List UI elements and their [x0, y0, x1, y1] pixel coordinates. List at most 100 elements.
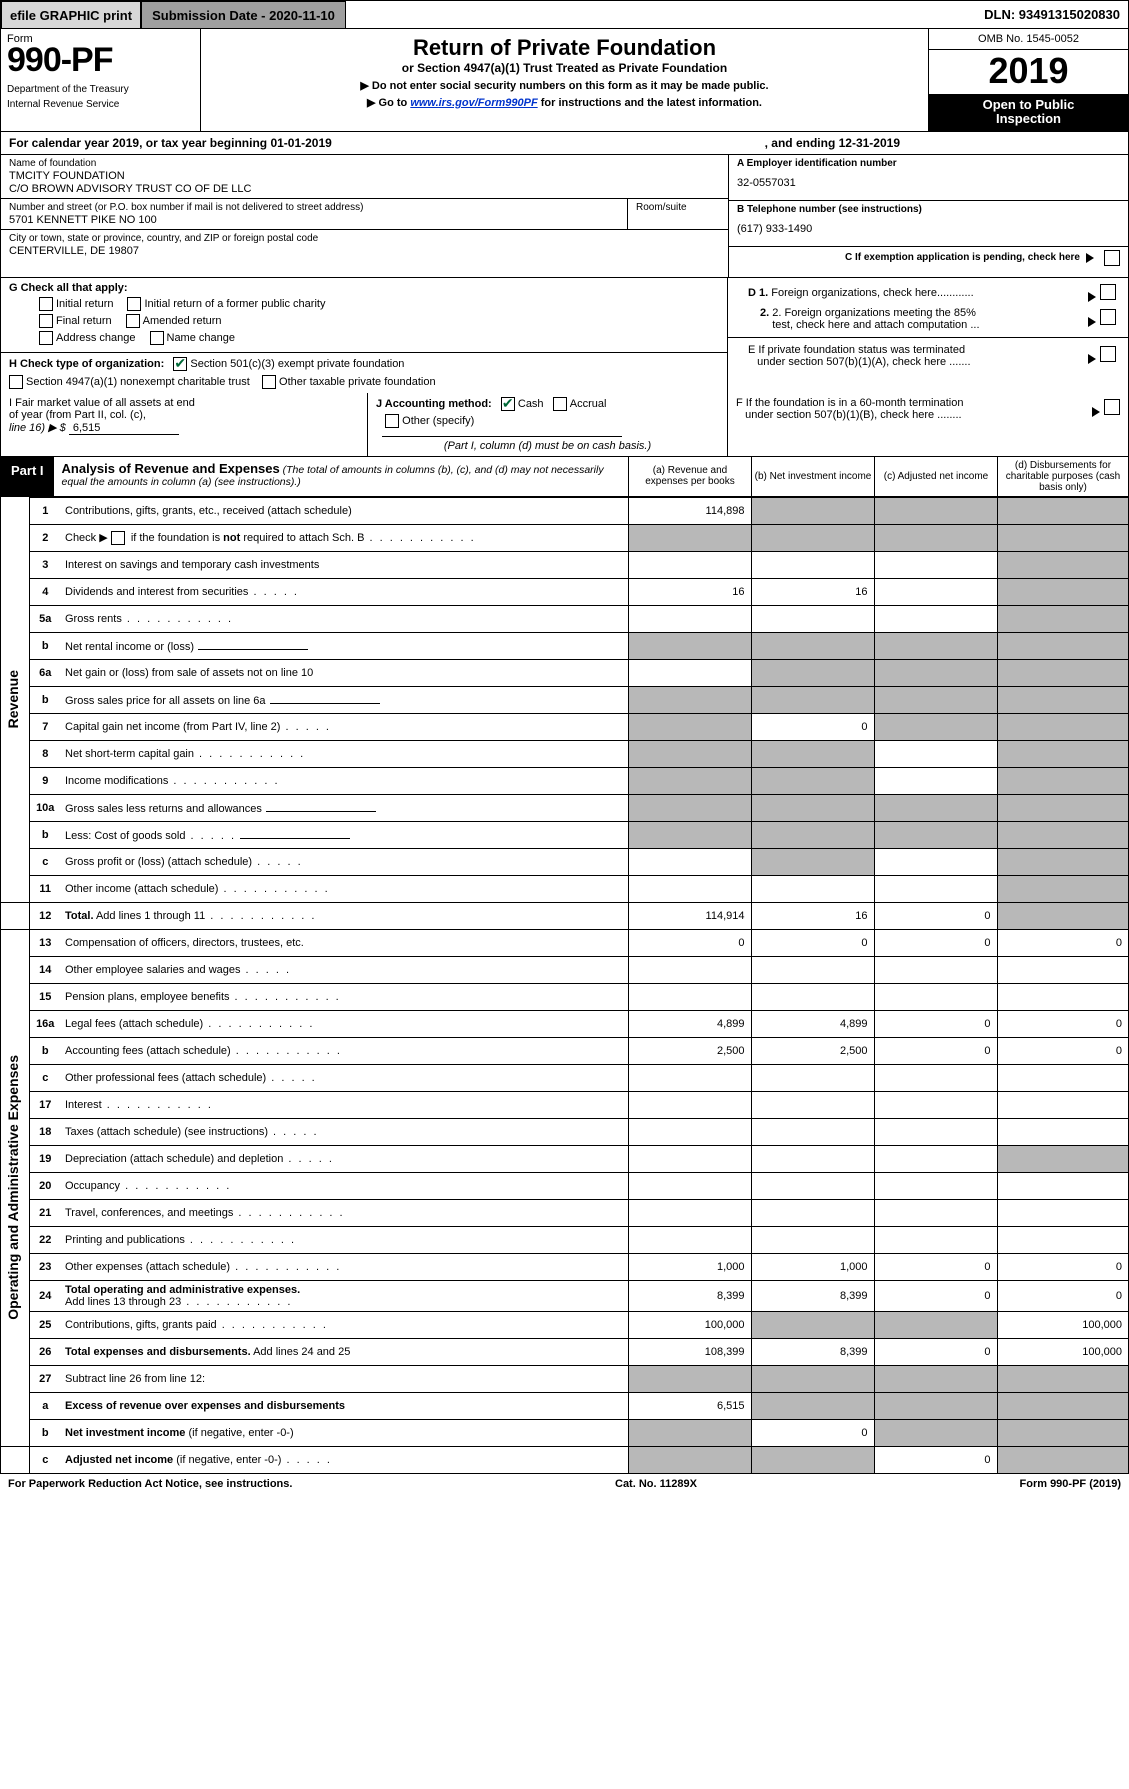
- g-name: Name change: [167, 332, 236, 344]
- cell-a: 114,898: [628, 497, 751, 524]
- arrow-icon: [1092, 407, 1100, 417]
- dept-treasury: Department of the Treasury: [7, 84, 194, 95]
- line-desc: Net investment income (if negative, ente…: [61, 1419, 628, 1446]
- line-num: a: [29, 1392, 61, 1419]
- r27ct: Adjusted net income: [65, 1454, 173, 1466]
- chk-accrual[interactable]: [553, 397, 567, 411]
- table-row: 17Interest: [1, 1091, 1128, 1118]
- omb-number: OMB No. 1545-0052: [929, 29, 1128, 50]
- r20d: Occupancy: [65, 1180, 120, 1192]
- g-amended: Amended return: [143, 315, 222, 327]
- name-label: Name of foundation: [9, 158, 720, 169]
- dots: [122, 613, 233, 625]
- efile-print-button[interactable]: efile GRAPHIC print: [1, 1, 141, 29]
- foundation-name-row: Name of foundation TMCITY FOUNDATION C/O…: [1, 155, 728, 199]
- calendar-year-row: For calendar year 2019, or tax year begi…: [1, 132, 1128, 155]
- d1-checkbox[interactable]: [1100, 284, 1116, 300]
- line-desc: Net rental income or (loss): [61, 632, 628, 659]
- dots: [266, 1072, 317, 1084]
- chk-other-method[interactable]: [385, 414, 399, 428]
- r5ad: Gross rents: [65, 613, 122, 625]
- chk-initial-former[interactable]: [127, 297, 141, 311]
- cell-d: [997, 497, 1128, 524]
- inline-field: [266, 800, 376, 812]
- line-desc: Occupancy: [61, 1172, 628, 1199]
- chk-501c3[interactable]: [173, 357, 187, 371]
- dots: [181, 1296, 292, 1308]
- chk-other-taxable[interactable]: [262, 375, 276, 389]
- inline-field: [270, 692, 380, 704]
- chk-initial-return[interactable]: [39, 297, 53, 311]
- cell-c: 0: [874, 1446, 997, 1473]
- chk-name-change[interactable]: [150, 331, 164, 345]
- line-desc: Depreciation (attach schedule) and deple…: [61, 1145, 628, 1172]
- entity-block: Name of foundation TMCITY FOUNDATION C/O…: [1, 155, 1128, 278]
- chk-amended[interactable]: [126, 314, 140, 328]
- r27bt: Net investment income: [65, 1427, 185, 1439]
- d-e-right: D 1. D 1. Foreign organizations, check h…: [728, 278, 1128, 393]
- r2-post: if the foundation is not required to att…: [128, 532, 365, 544]
- chk-address-change[interactable]: [39, 331, 53, 345]
- line-desc: Total. Add lines 1 through 11: [61, 902, 628, 929]
- c-checkbox[interactable]: [1104, 250, 1120, 266]
- cell-d: 0: [997, 1253, 1128, 1280]
- dots: [252, 856, 303, 868]
- revenue-side-label: Revenue: [5, 670, 21, 728]
- chk-schb[interactable]: [111, 531, 125, 545]
- line-num: 21: [29, 1199, 61, 1226]
- otp-1: Open to Public: [983, 97, 1075, 112]
- line-desc: Gross profit or (loss) (attach schedule): [61, 848, 628, 875]
- i-line1: I Fair market value of all assets at end: [9, 397, 195, 409]
- h-label: H Check type of organization:: [9, 358, 164, 370]
- f-checkbox[interactable]: [1104, 399, 1120, 415]
- calyear-end: , and ending 12-31-2019: [765, 136, 900, 150]
- topbar-spacer: [346, 1, 976, 29]
- cell-b: 0: [751, 1419, 874, 1446]
- chk-final[interactable]: [39, 314, 53, 328]
- f1: F If the foundation is in a 60-month ter…: [736, 397, 963, 409]
- line-desc: Total expenses and disbursements. Add li…: [61, 1338, 628, 1365]
- dots: [248, 586, 299, 598]
- i-line2: of year (from Part II, col. (c),: [9, 409, 146, 421]
- table-row: cGross profit or (loss) (attach schedule…: [1, 848, 1128, 875]
- chk-4947a1[interactable]: [9, 375, 23, 389]
- line-desc: Gross sales less returns and allowances: [61, 794, 628, 821]
- city-row: City or town, state or province, country…: [1, 230, 728, 260]
- dots: [283, 1153, 334, 1165]
- inline-field: [240, 827, 350, 839]
- irs-link[interactable]: www.irs.gov/Form990PF: [410, 97, 537, 109]
- table-row: 27Subtract line 26 from line 12:: [1, 1365, 1128, 1392]
- line-desc: Net short-term capital gain: [61, 740, 628, 767]
- j-section: J Accounting method: Cash Accrual Other …: [368, 393, 728, 456]
- r19d: Depreciation (attach schedule) and deple…: [65, 1153, 283, 1165]
- table-row: bLess: Cost of goods sold: [1, 821, 1128, 848]
- goto-line: ▶ Go to www.irs.gov/Form990PF for instru…: [211, 96, 918, 109]
- e-checkbox[interactable]: [1100, 346, 1116, 362]
- room-suite-label: Room/suite: [628, 199, 728, 229]
- goto-pre: ▶ Go to: [367, 97, 410, 109]
- line-desc: Dividends and interest from securities: [61, 578, 628, 605]
- j-label: J Accounting method:: [376, 398, 492, 410]
- chk-cash[interactable]: [501, 397, 515, 411]
- g-initial: Initial return: [56, 298, 113, 310]
- table-row: 19Depreciation (attach schedule) and dep…: [1, 1145, 1128, 1172]
- j-accrual: Accrual: [570, 398, 607, 410]
- ein-row: A Employer identification number 32-0557…: [729, 155, 1128, 201]
- cell-d: 100,000: [997, 1311, 1128, 1338]
- line-desc: Other employee salaries and wages: [61, 956, 628, 983]
- cell-a: 100,000: [628, 1311, 751, 1338]
- line-desc: Pension plans, employee benefits: [61, 983, 628, 1010]
- open-to-public: Open to Public Inspection: [929, 94, 1128, 131]
- cell-a: 8,399: [628, 1280, 751, 1311]
- table-row: 24Total operating and administrative exp…: [1, 1280, 1128, 1311]
- r12t: Total.: [65, 910, 94, 922]
- line-desc: Other expenses (attach schedule): [61, 1253, 628, 1280]
- page-footer: For Paperwork Reduction Act Notice, see …: [0, 1474, 1129, 1494]
- dots: [240, 964, 291, 976]
- d2a: 2. Foreign organizations meeting the 85%: [772, 307, 976, 319]
- r24d: Total operating and administrative expen…: [65, 1284, 300, 1296]
- dept-irs: Internal Revenue Service: [7, 99, 194, 110]
- d2-checkbox[interactable]: [1100, 309, 1116, 325]
- line-num: 7: [29, 713, 61, 740]
- table-row: 2Check ▶ if the foundation is not requir…: [1, 524, 1128, 551]
